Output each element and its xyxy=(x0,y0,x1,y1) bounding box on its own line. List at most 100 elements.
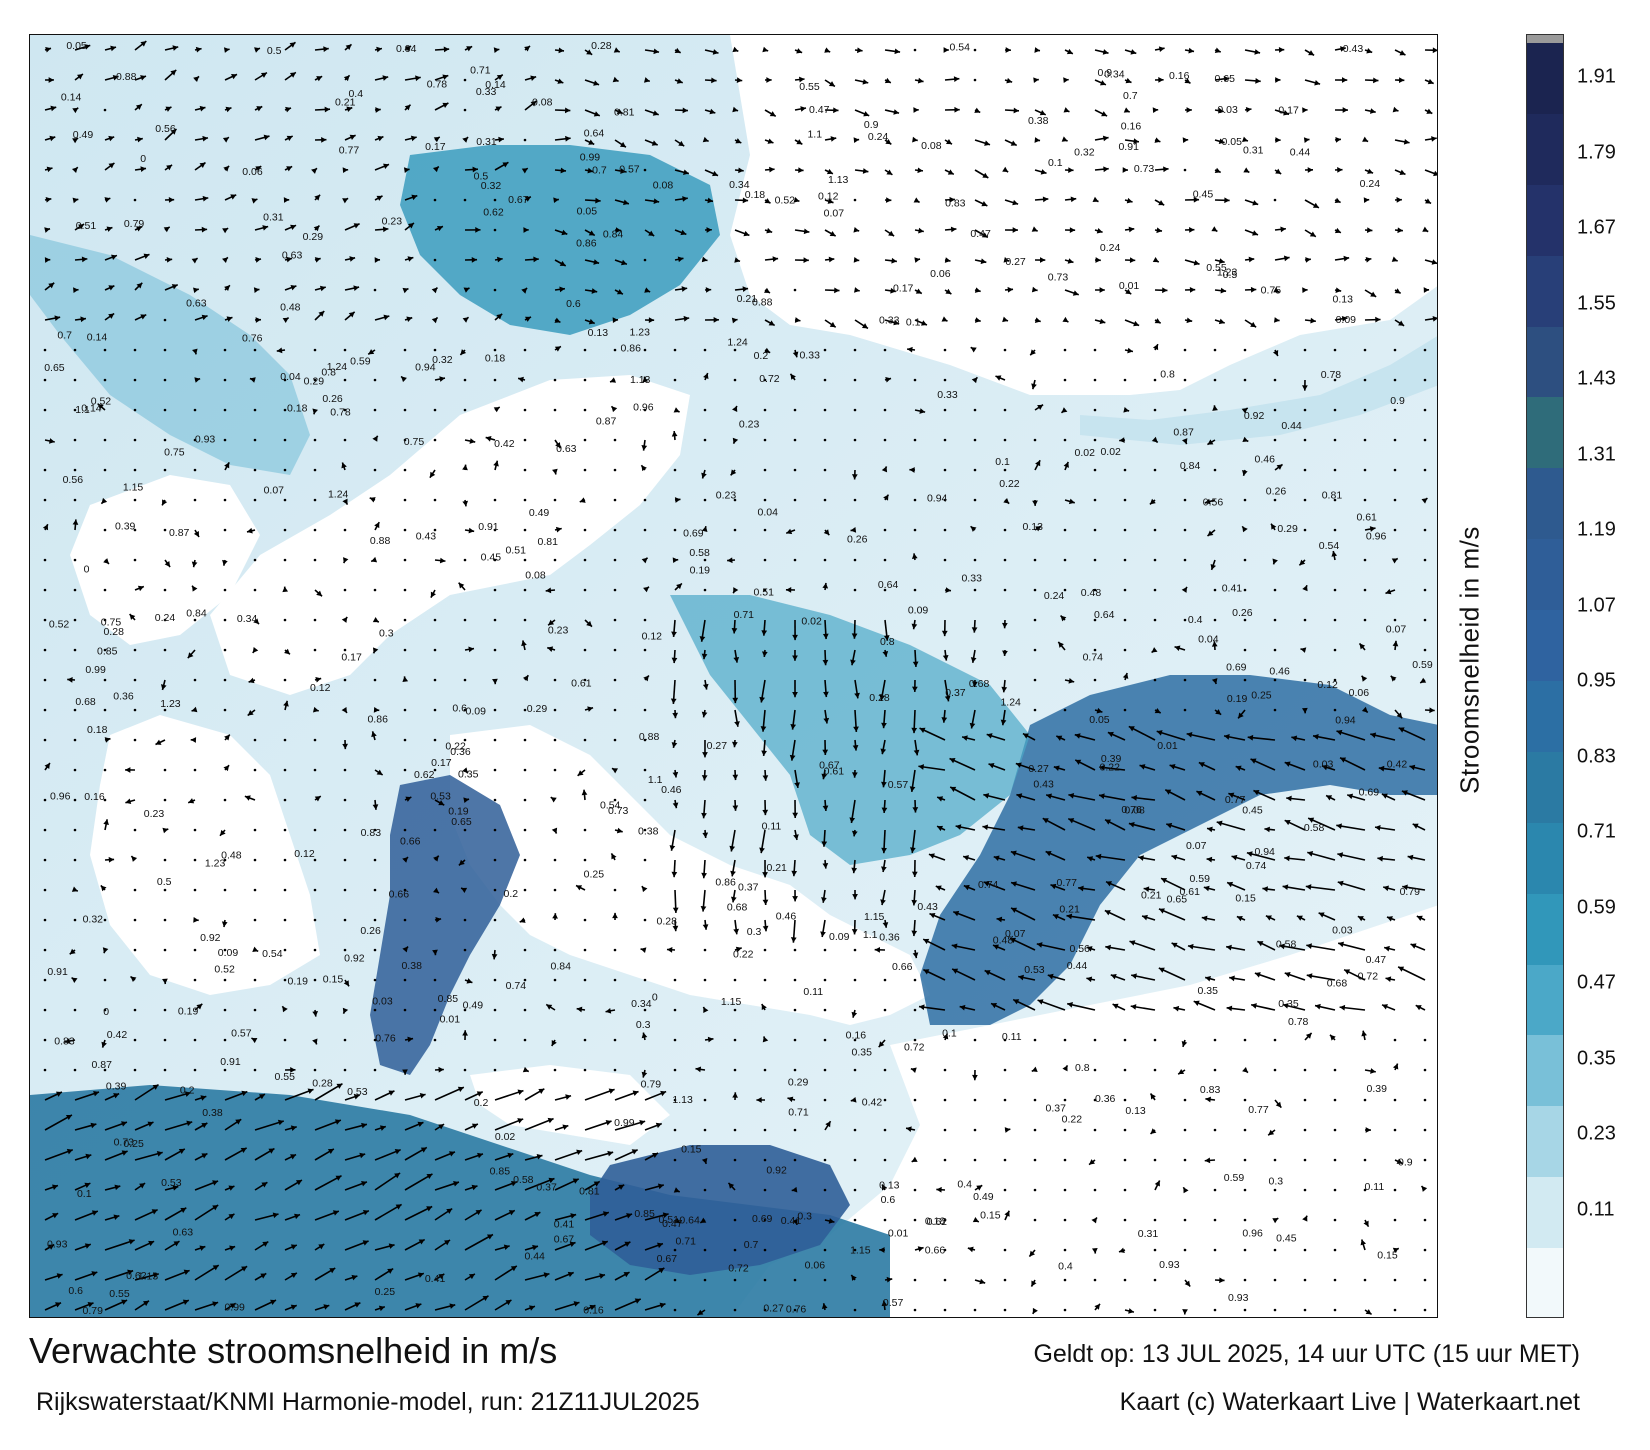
current-dot xyxy=(1093,588,1097,592)
speed-value-label: 0.1 xyxy=(1048,157,1063,169)
current-arrow-head xyxy=(374,257,381,263)
current-arrow-head xyxy=(1398,77,1405,83)
speed-value-label: 0.32 xyxy=(432,354,453,366)
current-dot xyxy=(1423,1038,1427,1042)
current-dot xyxy=(1063,1128,1067,1132)
current-arrow-head xyxy=(586,49,593,55)
current-arrow-head xyxy=(671,631,677,637)
current-dot xyxy=(1393,348,1397,352)
current-arrow-head xyxy=(1236,915,1243,922)
current-arrow-head xyxy=(436,225,443,232)
speed-value-label: 0.7 xyxy=(744,1239,759,1251)
current-dot xyxy=(313,918,317,922)
speed-value-label: 0.28 xyxy=(591,40,612,52)
current-dot xyxy=(1093,618,1097,622)
current-arrow-head xyxy=(443,46,450,53)
current-arrow-head xyxy=(593,1181,600,1187)
current-arrow-head xyxy=(1171,942,1178,948)
current-dot xyxy=(103,648,107,652)
current-arrow-head xyxy=(1068,498,1075,505)
current-dot xyxy=(463,108,467,112)
current-arrow-head xyxy=(833,107,839,114)
current-arrow-head xyxy=(1074,733,1081,739)
current-arrow-head xyxy=(878,1041,885,1048)
speed-value-label: 1.1 xyxy=(648,774,663,786)
current-dot xyxy=(793,1008,797,1012)
current-dot xyxy=(253,558,257,562)
current-arrow-head xyxy=(640,947,647,953)
speed-value-label: 0.54 xyxy=(600,800,621,812)
current-dot xyxy=(793,498,797,502)
speed-value-label: 0.67 xyxy=(819,759,840,771)
speed-value-label: 0.99 xyxy=(580,151,601,163)
speed-value-label: 0.96 xyxy=(1366,530,1387,542)
current-arrow-head xyxy=(1013,107,1019,114)
current-arrow-head xyxy=(1105,944,1111,951)
current-arrow-head xyxy=(42,524,49,531)
current-arrow-head xyxy=(277,1119,284,1126)
current-arrow-head xyxy=(919,727,926,733)
current-arrow-head xyxy=(72,138,79,144)
current-dot xyxy=(253,888,257,892)
current-arrow-head xyxy=(1010,850,1017,857)
current-dot xyxy=(493,648,497,652)
speed-value-label: 0.56 xyxy=(1203,496,1224,508)
current-arrow-head xyxy=(125,767,131,773)
current-dot xyxy=(1153,468,1157,472)
current-dot xyxy=(763,948,767,952)
current-dot xyxy=(943,558,947,562)
current-dot xyxy=(673,1128,677,1132)
current-arrow-head xyxy=(1001,686,1008,693)
speed-value-label: 0.81 xyxy=(614,107,635,119)
current-dot xyxy=(1213,1218,1217,1222)
speed-value-label: 0.61 xyxy=(571,678,592,690)
current-arrow-head xyxy=(468,646,475,653)
current-dot xyxy=(163,1008,167,1012)
current-speed-map[interactable]: 0.16 0.17 0.12 0.23 0.28 0.15 0.13 0.18 0.09 0.24… xyxy=(29,34,1438,1318)
current-dot xyxy=(133,1068,137,1072)
current-dot xyxy=(223,498,227,502)
current-arrow-head xyxy=(981,200,988,207)
current-arrow-head xyxy=(55,1302,62,1308)
current-dot xyxy=(343,948,347,952)
current-arrow-head xyxy=(168,196,175,203)
current-arrow-head xyxy=(587,167,594,174)
current-arrow-head xyxy=(552,468,558,475)
speed-value-label: 0.09 xyxy=(465,705,486,717)
current-arrow-head xyxy=(1216,820,1223,827)
current-dot xyxy=(103,618,107,622)
current-dot xyxy=(373,468,377,472)
current-arrow-head xyxy=(1067,1002,1073,1008)
current-arrow-head xyxy=(1127,347,1133,354)
current-arrow-head xyxy=(1302,107,1308,114)
current-dot xyxy=(1243,1128,1247,1132)
speed-value-label: 0.22 xyxy=(1100,762,1121,774)
speed-value-label: 0.85 xyxy=(438,993,459,1005)
current-arrow-head xyxy=(444,1240,451,1246)
current-dot xyxy=(703,1128,707,1132)
speed-value-label: 0.99 xyxy=(224,1301,245,1313)
speed-value-label: 0.33 xyxy=(799,349,820,361)
current-arrow-head xyxy=(1363,197,1370,203)
current-dot xyxy=(1243,558,1247,562)
current-dot xyxy=(133,828,137,832)
speed-value-label: 0.64 xyxy=(878,579,899,591)
current-arrow-head xyxy=(517,1089,524,1095)
current-dot xyxy=(613,498,617,502)
current-dot xyxy=(1213,618,1217,622)
current-dot xyxy=(1033,1218,1037,1222)
speed-value-label: 0.09 xyxy=(1336,314,1357,326)
current-arrow-head xyxy=(850,527,857,533)
current-arrow-head xyxy=(290,1154,297,1160)
colorbar-cap xyxy=(1527,35,1563,43)
current-dot xyxy=(1243,588,1247,592)
current-arrow-head xyxy=(503,1244,510,1251)
current-dot xyxy=(1303,498,1307,502)
current-dot xyxy=(643,768,647,772)
current-dot xyxy=(493,378,497,382)
speed-value-label: 0.28 xyxy=(103,626,124,638)
current-arrow-head xyxy=(1210,563,1217,570)
current-arrow-head xyxy=(915,288,922,294)
current-dot xyxy=(283,618,287,622)
current-arrow-head xyxy=(1201,915,1208,922)
